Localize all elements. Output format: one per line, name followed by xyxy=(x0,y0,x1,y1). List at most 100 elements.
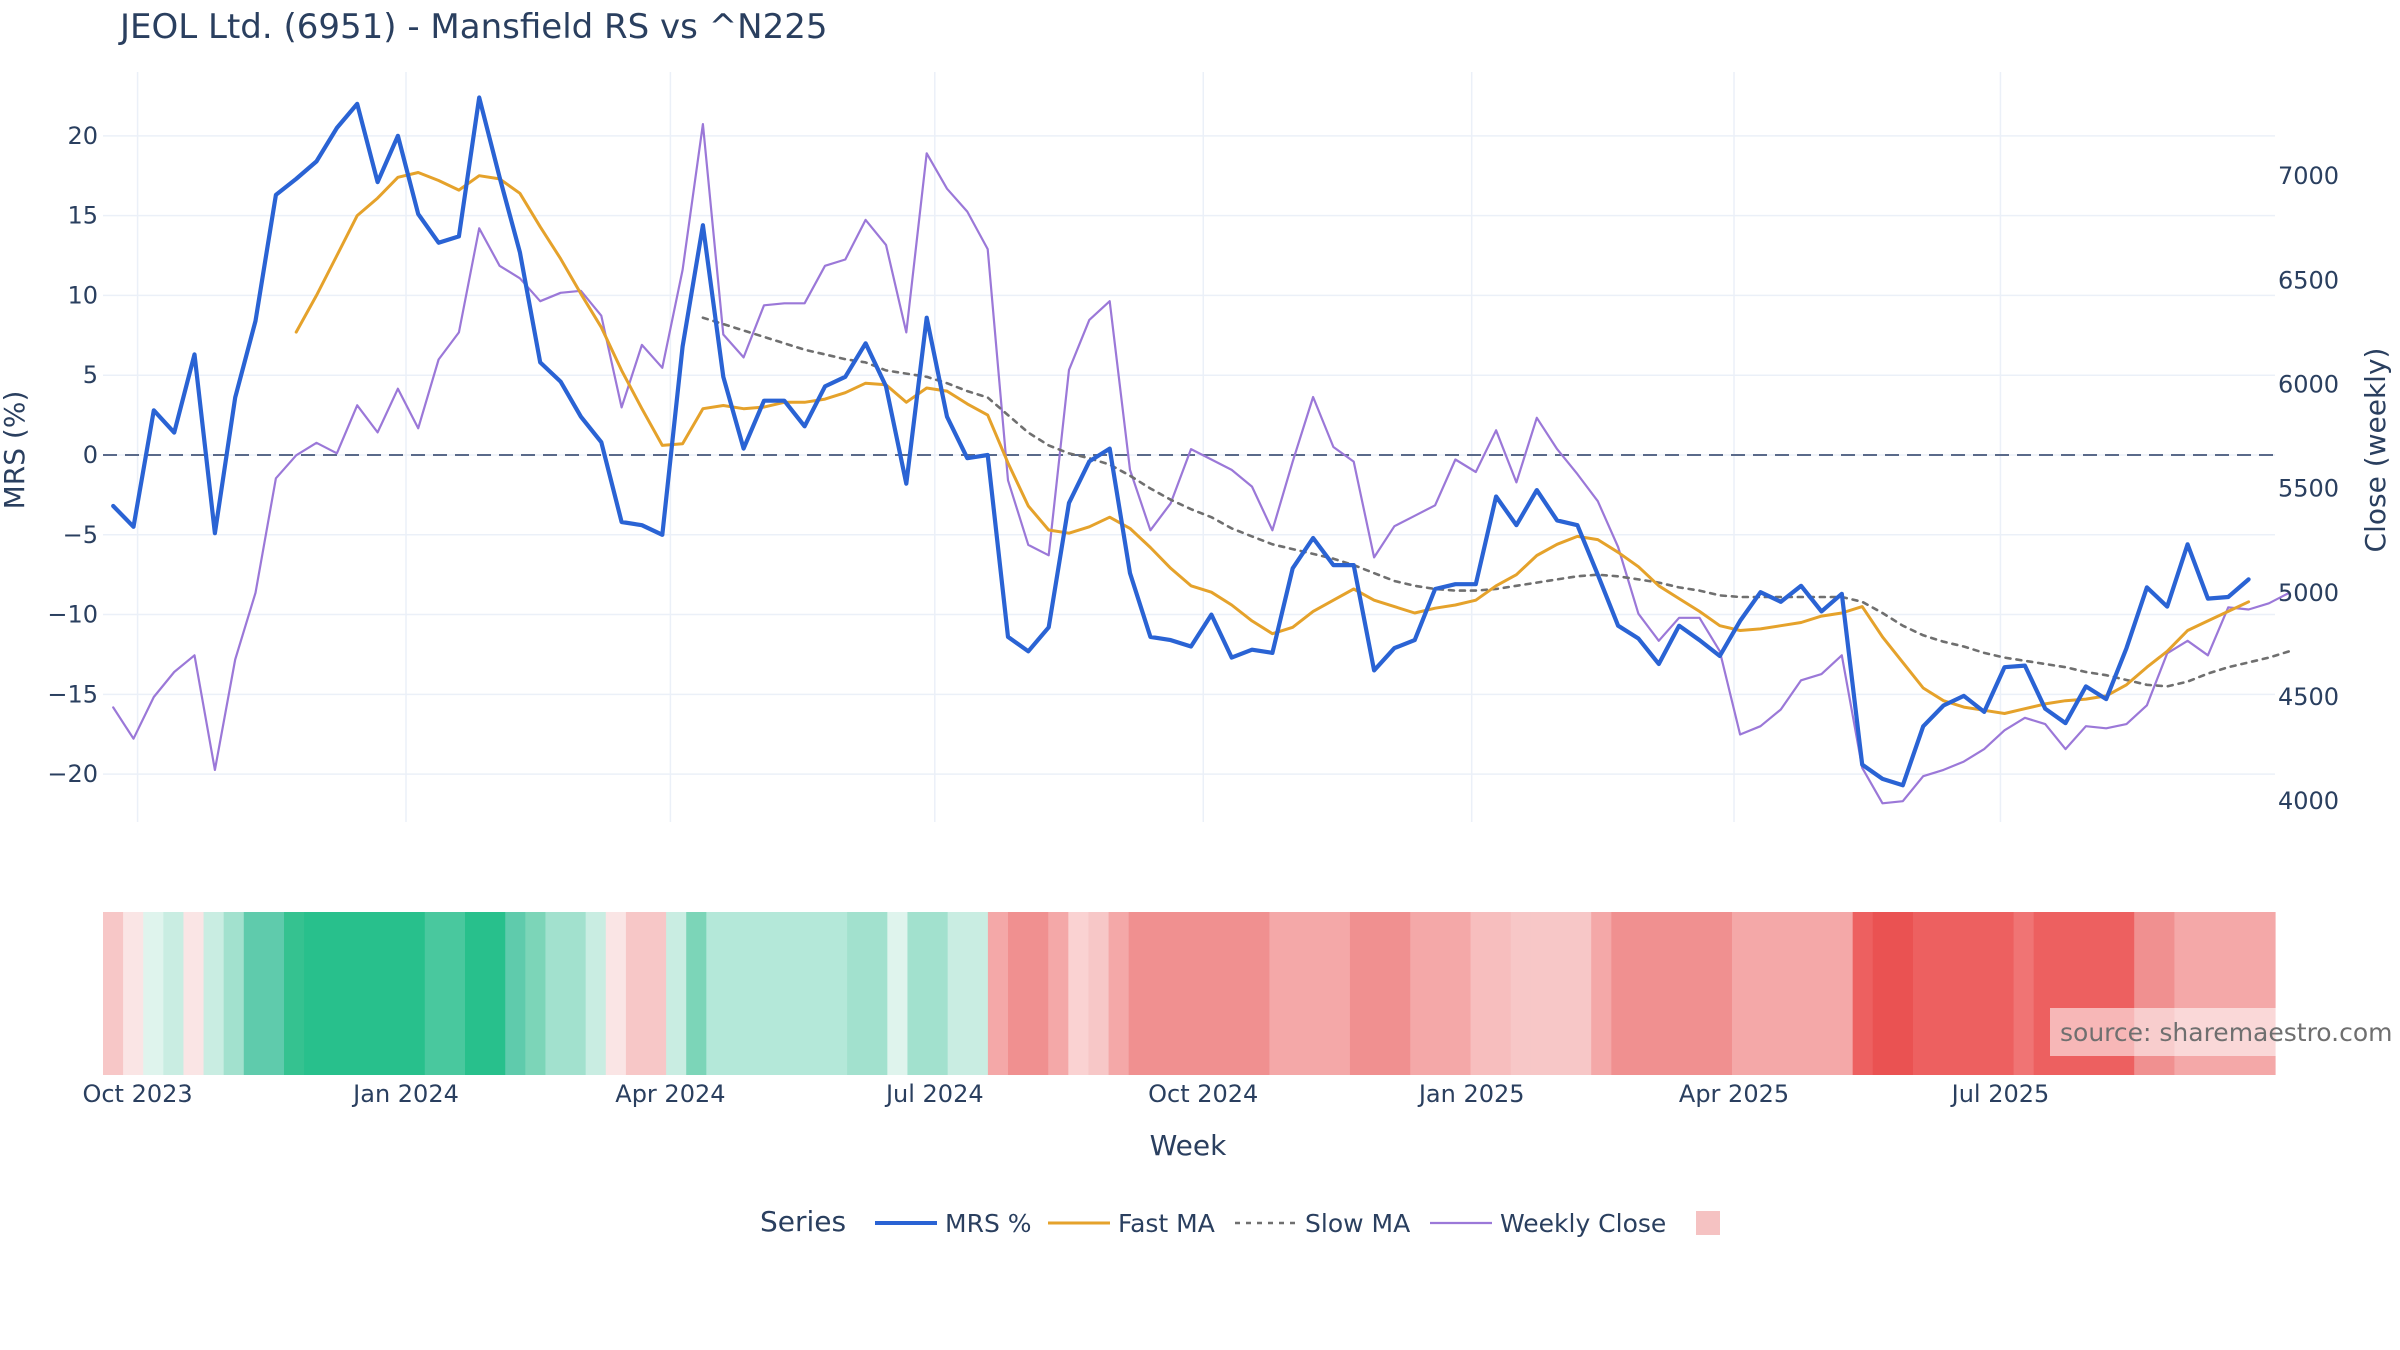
x-axis: Oct 2023 Jan 2024 Apr 2024 Jul 2024 Oct 2024… xyxy=(82,1080,2049,1108)
heatmap-cell xyxy=(103,912,124,1075)
x-tick-label: Apr 2024 xyxy=(615,1080,725,1108)
left-axis-title: MRS (%) xyxy=(0,391,31,510)
heatmap-cell xyxy=(1631,912,1653,1075)
heatmap-cell xyxy=(1209,912,1230,1075)
legend-title: Series xyxy=(760,1205,846,1238)
heatmap-cell xyxy=(1028,912,1049,1075)
heatmap-cell xyxy=(1370,912,1391,1075)
series-line-slow-ma xyxy=(701,316,2291,688)
left-tick-label: 15 xyxy=(67,202,98,230)
left-tick-label: −20 xyxy=(47,760,98,788)
heatmap-cell xyxy=(726,912,748,1075)
left-tick-label: 10 xyxy=(67,281,98,309)
right-tick-label: 6500 xyxy=(2278,266,2339,294)
heatmap-cell xyxy=(1410,912,1431,1075)
grid xyxy=(103,72,2275,822)
heatmap-cell xyxy=(1349,912,1371,1075)
heatmap-cell xyxy=(1490,912,1512,1075)
heatmap-cell xyxy=(364,912,386,1075)
heatmap-cell xyxy=(1611,912,1633,1075)
heatmap-cell xyxy=(203,912,225,1075)
legend-label: Fast MA xyxy=(1118,1209,1215,1238)
heatmap-cell xyxy=(847,912,868,1075)
series-lines xyxy=(111,95,2291,805)
heatmap-cell xyxy=(1752,912,1773,1075)
right-axis-title: Close (weekly) xyxy=(2359,348,2392,553)
right-tick-label: 7000 xyxy=(2278,162,2339,190)
heatmap-cell xyxy=(907,912,929,1075)
right-tick-label: 5500 xyxy=(2278,475,2339,503)
heatmap-cell xyxy=(1711,912,1733,1075)
heatmap-cell xyxy=(1470,912,1492,1075)
left-tick-label: −10 xyxy=(47,601,98,629)
heatmap-cell xyxy=(967,912,989,1075)
x-tick-label: Apr 2025 xyxy=(1679,1080,1789,1108)
heatmap-cell xyxy=(1671,912,1693,1075)
heatmap-cell xyxy=(143,912,164,1075)
legend-label: Weekly Close xyxy=(1500,1209,1666,1238)
heatmap-cell xyxy=(1148,912,1170,1075)
x-tick-label: Oct 2023 xyxy=(82,1080,192,1108)
heatmap-cell xyxy=(1772,912,1793,1075)
heatmap-cell xyxy=(867,912,888,1075)
left-tick-label: −5 xyxy=(63,521,98,549)
heatmap-cell xyxy=(1933,912,1954,1075)
x-tick-label: Oct 2024 xyxy=(1148,1080,1258,1108)
heatmap-cell xyxy=(324,912,345,1075)
heatmap-cell xyxy=(123,912,144,1075)
heatmap-cell xyxy=(1832,912,1854,1075)
heatmap-cell xyxy=(1691,912,1713,1075)
heatmap-cell xyxy=(304,912,325,1075)
heatmap-cell xyxy=(1249,912,1271,1075)
heatmap-cell xyxy=(1732,912,1753,1075)
heatmap-cell xyxy=(284,912,305,1075)
series-line-mrs- xyxy=(111,95,2251,788)
heatmap-cell xyxy=(1792,912,1814,1075)
heatmap-cell xyxy=(1168,912,1190,1075)
heatmap-cell xyxy=(1571,912,1592,1075)
heatmap-cell xyxy=(545,912,567,1075)
heatmap-cell xyxy=(686,912,707,1075)
heatmap-cell xyxy=(887,912,909,1075)
heatmap-cell xyxy=(1088,912,1110,1075)
heatmap-cell xyxy=(1289,912,1311,1075)
legend: Series MRS % Fast MA Slow MA Weekly Close xyxy=(760,1205,1720,1238)
heatmap-cell xyxy=(384,912,406,1075)
heatmap-cell xyxy=(1068,912,1090,1075)
x-tick-label: Jan 2024 xyxy=(351,1080,459,1108)
watermark-text: source: sharemaestro.com xyxy=(2060,1018,2393,1047)
heatmap-cell xyxy=(746,912,768,1075)
watermark-background xyxy=(2050,1008,2385,1056)
heatmap-cell xyxy=(666,912,687,1075)
heatmap-cell xyxy=(806,912,828,1075)
series-line-weekly-close xyxy=(112,123,2291,805)
heatmap-cell xyxy=(1551,912,1572,1075)
heatmap-cell xyxy=(1189,912,1210,1075)
heatmap-cell xyxy=(1108,912,1130,1075)
right-tick-label: 4000 xyxy=(2278,787,2339,815)
heatmap-cell xyxy=(2033,912,2055,1075)
heatmap-cell xyxy=(1309,912,1331,1075)
legend-swatch-band xyxy=(1696,1211,1720,1235)
heatmap-cell xyxy=(505,912,526,1075)
right-tick-label: 6000 xyxy=(2278,371,2339,399)
heatmap-cell xyxy=(1128,912,1150,1075)
heatmap-cell xyxy=(1973,912,1995,1075)
heatmap-cell xyxy=(183,912,205,1075)
series-line-fast-ma xyxy=(294,171,2251,715)
chart-title: JEOL Ltd. (6951) - Mansfield RS vs ^N225 xyxy=(118,7,828,47)
heatmap-cell xyxy=(1591,912,1612,1075)
left-y-axis: 20 15 10 5 0 −5 −10 −15 −20 xyxy=(47,122,98,788)
heatmap-cell xyxy=(1913,912,1934,1075)
heatmap-cell xyxy=(424,912,446,1075)
left-tick-label: 0 xyxy=(83,441,98,469)
heatmap-cell xyxy=(1852,912,1874,1075)
left-tick-label: 20 xyxy=(67,122,98,150)
heatmap-cell xyxy=(525,912,547,1075)
heatmap-cell xyxy=(1872,912,1894,1075)
heatmap-cell xyxy=(706,912,728,1075)
legend-label: Slow MA xyxy=(1305,1209,1410,1238)
heatmap-cell xyxy=(1430,912,1452,1075)
heatmap-cell xyxy=(1953,912,1974,1075)
